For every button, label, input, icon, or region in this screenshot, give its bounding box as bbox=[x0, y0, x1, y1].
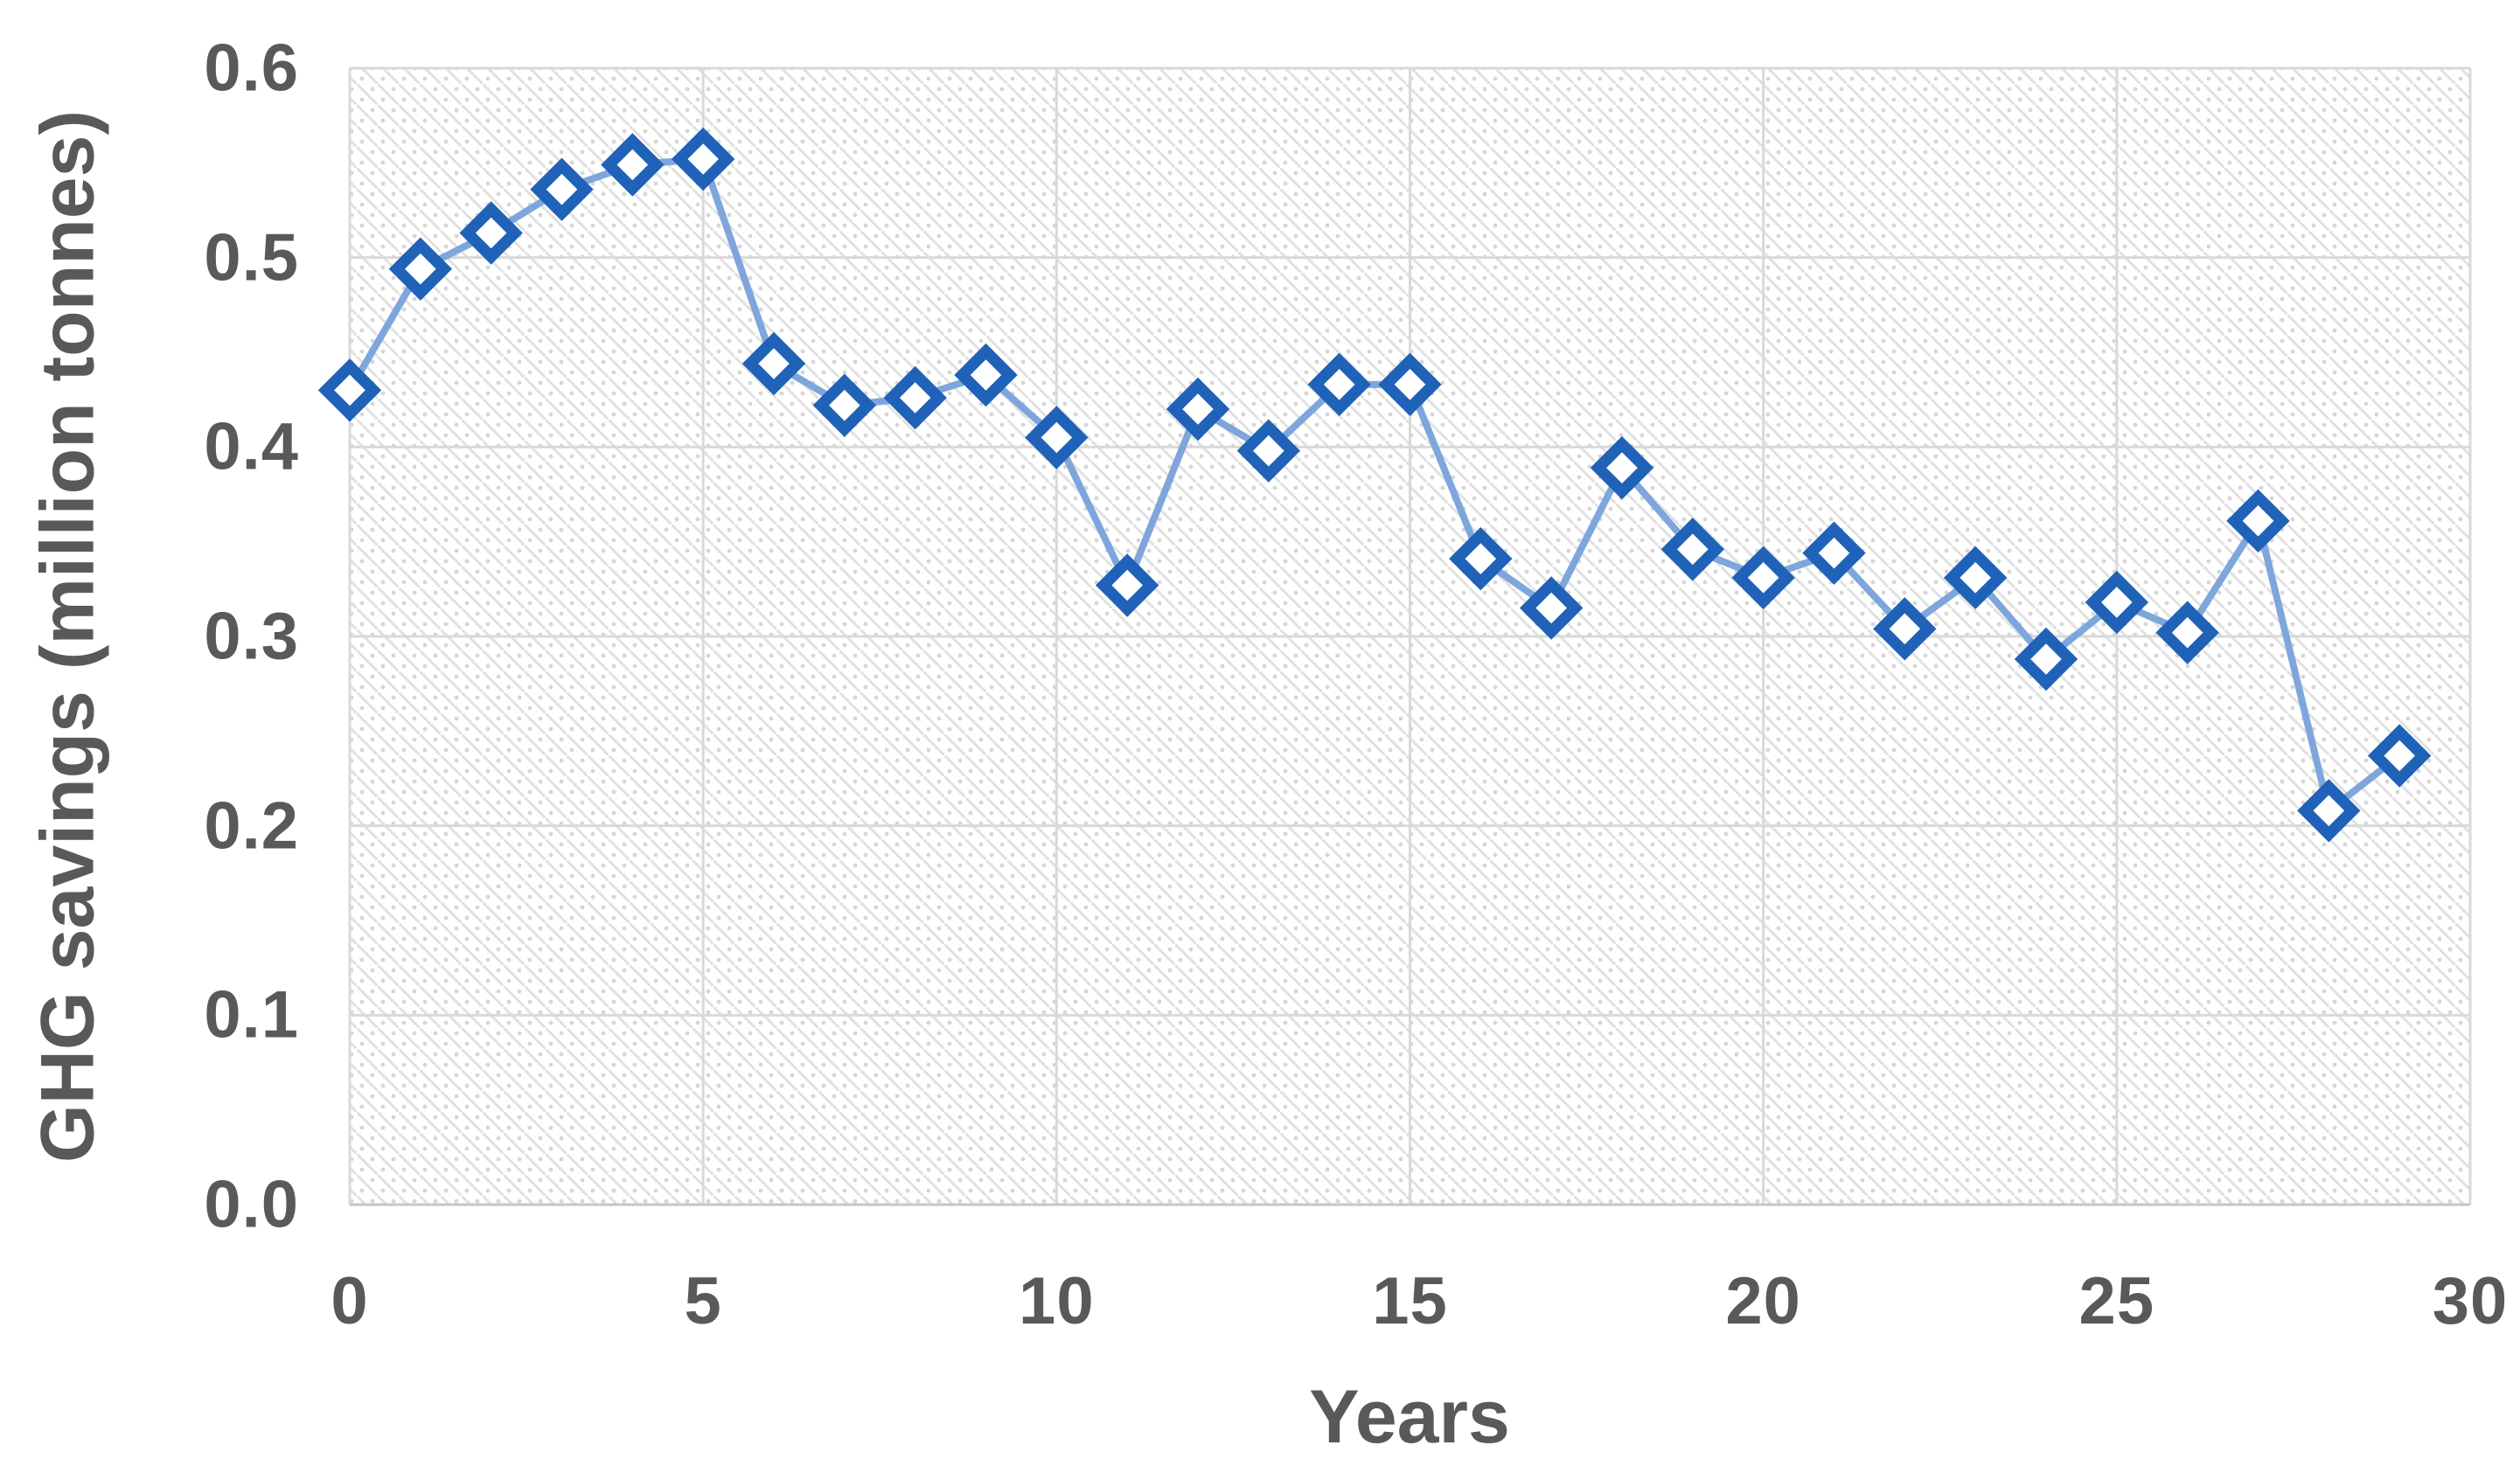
data-point-marker bbox=[317, 358, 382, 422]
x-axis-title: Years bbox=[1309, 1375, 1510, 1459]
data-point-marker bbox=[2367, 724, 2432, 788]
data-point-marker bbox=[2226, 489, 2290, 553]
data-point-marker bbox=[2085, 570, 2149, 635]
data-point-marker bbox=[2155, 601, 2219, 664]
data-point-marker bbox=[2014, 627, 2078, 691]
x-tick-label: 10 bbox=[1019, 1264, 1095, 1338]
data-point-marker bbox=[2297, 779, 2361, 843]
data-point-marker bbox=[812, 373, 877, 437]
data-point-marker bbox=[459, 201, 523, 265]
data-point-marker bbox=[1943, 545, 2008, 610]
data-point-marker bbox=[1449, 526, 1513, 591]
data-point-marker bbox=[1378, 352, 1442, 417]
y-axis-title: GHG savings (million tonnes) bbox=[25, 109, 110, 1164]
x-tick-label: 20 bbox=[1725, 1264, 1801, 1338]
data-point-marker bbox=[1025, 406, 1089, 469]
y-tick-label: 0.3 bbox=[204, 599, 299, 674]
data-point-marker bbox=[1731, 545, 1795, 610]
x-tick-label: 0 bbox=[331, 1264, 369, 1338]
data-point-marker bbox=[601, 133, 665, 197]
x-tick-label: 5 bbox=[684, 1264, 722, 1338]
data-point-marker bbox=[1590, 435, 1654, 500]
data-point-marker bbox=[1873, 597, 1937, 661]
data-point-marker bbox=[1802, 521, 1866, 585]
data-markers bbox=[317, 127, 2432, 843]
data-point-marker bbox=[1307, 352, 1371, 417]
y-tick-label: 0.5 bbox=[204, 220, 299, 295]
data-point-marker bbox=[388, 237, 453, 301]
data-point-marker bbox=[1660, 518, 1725, 581]
y-tick-label: 0.2 bbox=[204, 789, 299, 864]
gridlines bbox=[348, 66, 2472, 1206]
data-point-marker bbox=[530, 157, 594, 221]
x-tick-label: 25 bbox=[2078, 1264, 2155, 1338]
y-tick-label: 0.6 bbox=[204, 31, 299, 106]
y-tick-label: 0.1 bbox=[204, 977, 299, 1053]
data-point-marker bbox=[1095, 553, 1159, 617]
data-point-marker bbox=[954, 343, 1018, 407]
data-point-marker bbox=[1166, 377, 1230, 441]
y-tick-label: 0.4 bbox=[204, 409, 299, 484]
data-point-marker bbox=[1236, 419, 1301, 483]
data-point-marker bbox=[1519, 576, 1584, 640]
data-point-marker bbox=[883, 365, 947, 430]
x-tick-label: 30 bbox=[2432, 1264, 2509, 1338]
data-point-marker bbox=[741, 331, 806, 396]
data-point-marker bbox=[671, 127, 735, 191]
x-tick-label: 15 bbox=[1372, 1264, 1448, 1338]
y-tick-label: 0.0 bbox=[204, 1167, 299, 1242]
